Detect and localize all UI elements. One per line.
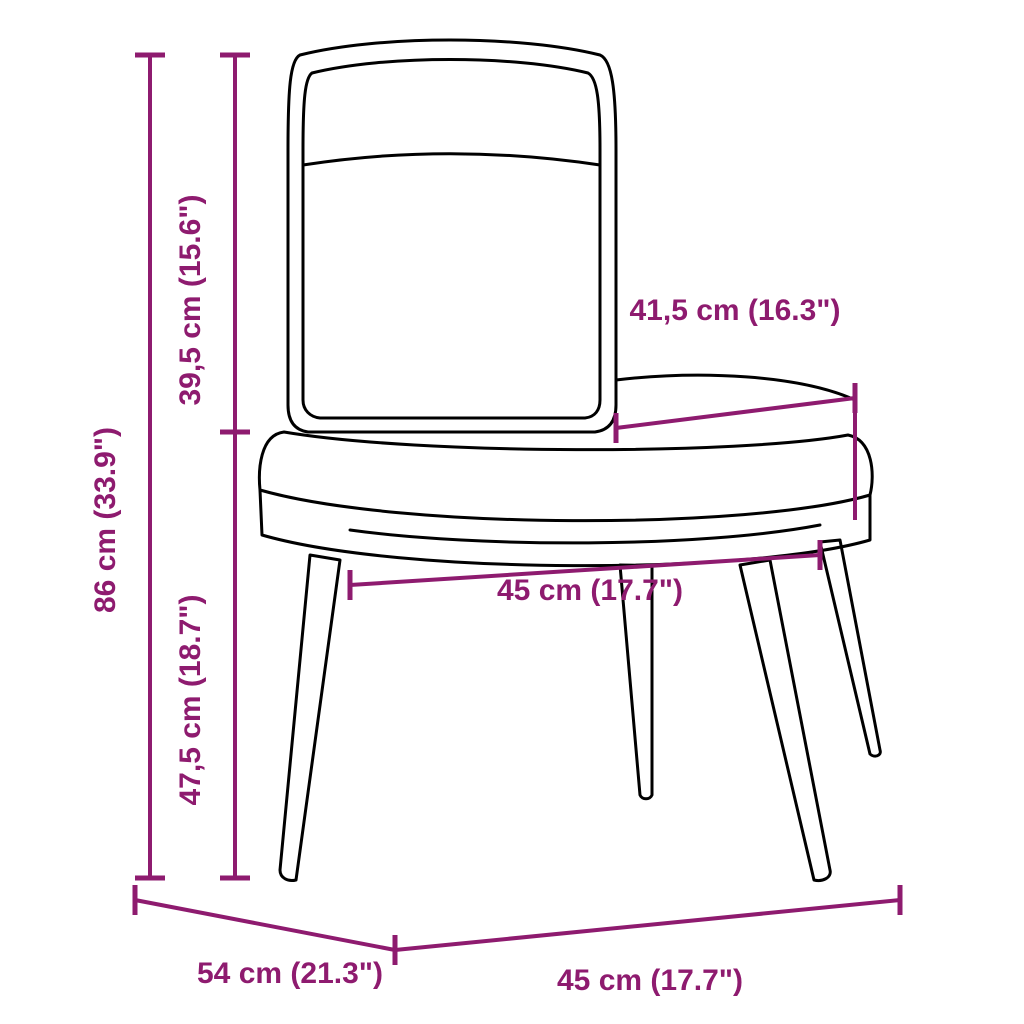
dim-label-depth_floor: 54 cm (21.3") [197,957,383,990]
chair-seat_inner [350,525,820,543]
chair-leg_fr [740,560,830,881]
chair-seat_depth_line [616,375,855,435]
chair-backrest_outer [288,40,616,432]
dim-width_floor: 45 cm (17.7") [395,885,900,997]
dim-label-back_height: 39,5 cm (15.6") [174,194,207,405]
dim-label-seat_width_top: 45 cm (17.7") [497,574,683,607]
dim-seat_width_top: 45 cm (17.7") [350,540,820,607]
chair-seat_top [259,432,872,521]
dim-total_height: 86 cm (33.9") [89,55,165,878]
chair-backrest_inner [303,60,600,419]
chair-leg_fl [280,555,340,881]
dim-seat_depth: 41,5 cm (16.3") [616,294,855,443]
dim-seat_height: 47,5 cm (18.7") [174,432,250,878]
dim-depth_floor: 54 cm (21.3") [135,885,395,990]
dim-label-total_height: 86 cm (33.9") [89,427,122,613]
dim-label-seat_height: 47,5 cm (18.7") [174,594,207,805]
chair-back_split [303,154,600,165]
dim-back_height: 39,5 cm (15.6") [174,55,250,432]
chair-drawing [259,40,880,881]
dim-label-width_floor: 45 cm (17.7") [557,964,743,997]
chair-seat_front [260,490,870,566]
dimension-lines: 86 cm (33.9") 39,5 cm (15.6") 47,5 cm (18.… [89,55,900,997]
dim-label-seat_depth: 41,5 cm (16.3") [629,294,840,327]
dimension-diagram: 86 cm (33.9") 39,5 cm (15.6") 47,5 cm (18.… [0,0,1024,1024]
chair-leg_br [820,540,880,756]
